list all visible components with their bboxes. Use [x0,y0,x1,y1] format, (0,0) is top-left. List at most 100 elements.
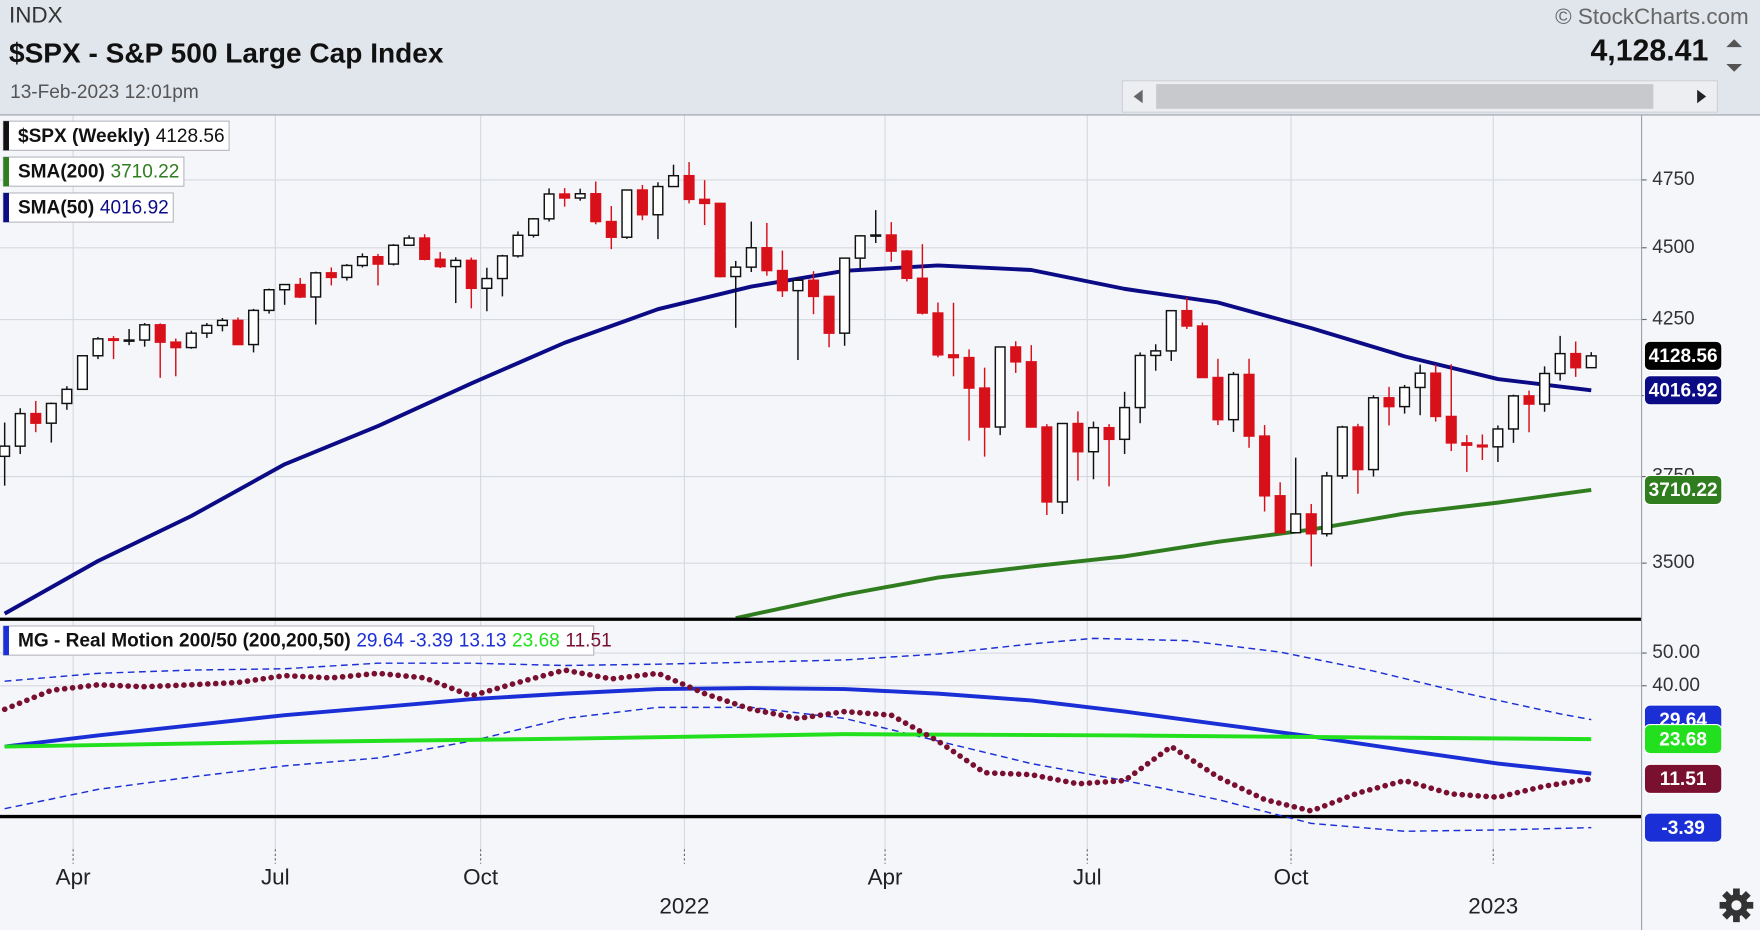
price-label: 11.51 [1643,763,1723,795]
candle-body [76,355,88,391]
x-tick-label: 2023 [1468,893,1518,918]
candle-body [885,234,897,252]
candle-body [1585,355,1597,369]
candle-body [745,247,757,268]
candle-body [247,309,260,346]
legend-name: SMA(200) [18,162,105,183]
series-line [1,667,1595,814]
candle-body [1461,442,1473,446]
candle-body [1570,352,1582,369]
candle-body [310,272,322,298]
candle-body [1305,513,1317,535]
candle-body [325,272,337,279]
legend-text: SMA(50) 4016.92 [18,198,169,219]
candle-body [839,257,851,334]
price-label: 23.68 [1643,723,1723,755]
candle-body [854,235,866,259]
candle-body [1243,373,1255,437]
candle-body [1336,426,1348,477]
price-label-box [1643,723,1723,755]
panel [0,162,1642,619]
candle-body [356,255,368,267]
scroll-down[interactable] [1726,63,1743,72]
candle-body [1399,386,1411,408]
candle-body [61,388,73,405]
candle-body [667,174,680,188]
candle-body [1010,346,1022,363]
legend-value: 4016.92 [100,198,169,219]
candle-body [1321,475,1333,535]
price-label: 4016.92 [1643,375,1723,406]
candle-body [947,354,960,359]
candle-body [232,319,244,346]
y-tick-label: 50.00 [1652,642,1700,663]
candle-body [901,250,913,279]
candle-body [139,324,151,341]
price-label: -3.39 [1643,812,1723,843]
candle-body [543,193,555,220]
candle-body [263,289,275,312]
y-tick-label: 40.00 [1652,675,1700,696]
x-tick-label: Oct [1274,864,1310,889]
series-line [4,706,1592,832]
candle-body [512,234,524,257]
candle-body [496,255,508,280]
candle-body [1212,376,1224,421]
x-tick-label: Oct [463,864,499,889]
candle-body [636,189,648,216]
price-label-box [1643,763,1723,795]
series-line [735,488,1592,619]
candle-body [1554,352,1566,375]
candle-body [994,346,1006,428]
legend-entry: SMA(200) 3710.22 [2,156,185,187]
settings-gear[interactable] [1719,888,1754,923]
candle-body [107,338,120,342]
candle-body [1414,372,1426,389]
candle-body [1227,373,1240,421]
scroll-left[interactable] [1133,89,1143,104]
candle-body [294,283,306,298]
legend-entry: SMA(50) 4016.92 [2,192,174,223]
candle-body [1181,309,1193,327]
scroll-right[interactable] [1697,89,1707,104]
candle-body [1367,397,1380,471]
timestamp: 13-Feb-2023 12:01pm [10,82,199,103]
candle-body [1290,513,1302,534]
candle-body [590,193,602,223]
candle-body [450,259,462,268]
scroll-up[interactable] [1726,39,1743,48]
legend-value: -3.39 [410,631,453,652]
candle-body [185,332,197,349]
legend-text: SMA(200) 3710.22 [18,162,179,183]
candle-body [1430,372,1442,418]
candle-body [1103,426,1115,441]
candle-body [1383,397,1395,408]
candle-body [1056,422,1068,503]
y-tick-label: 4250 [1652,309,1694,330]
candle-body [403,237,415,246]
x-tick-label: Apr [868,864,903,889]
candle-body [434,258,446,268]
price-label-box [1643,375,1723,406]
price-label-text: 4128.56 [1649,346,1718,367]
price-label: 3710.22 [1643,474,1723,506]
candle-body [45,402,57,424]
legend-entry: MG - Real Motion 200/50 (200,200,50) 29.6… [2,625,612,656]
scrollbar-thumb[interactable] [1156,84,1654,109]
candle-body [1025,361,1037,428]
candle-body [932,312,944,356]
candle-body [979,387,991,428]
plot-area [0,115,1642,850]
price-label-box [1643,474,1723,506]
candle-body [605,220,617,238]
legend-name: $SPX (Weekly) [18,126,150,147]
price-label: 4128.56 [1643,340,1723,372]
candle-body [870,234,882,237]
legend-stripe [3,192,9,223]
copyright: © StockCharts.com [1555,4,1749,29]
price-label-text: 11.51 [1660,769,1707,790]
candle-body [1445,415,1457,444]
x-tick-label: Jul [1073,864,1102,889]
